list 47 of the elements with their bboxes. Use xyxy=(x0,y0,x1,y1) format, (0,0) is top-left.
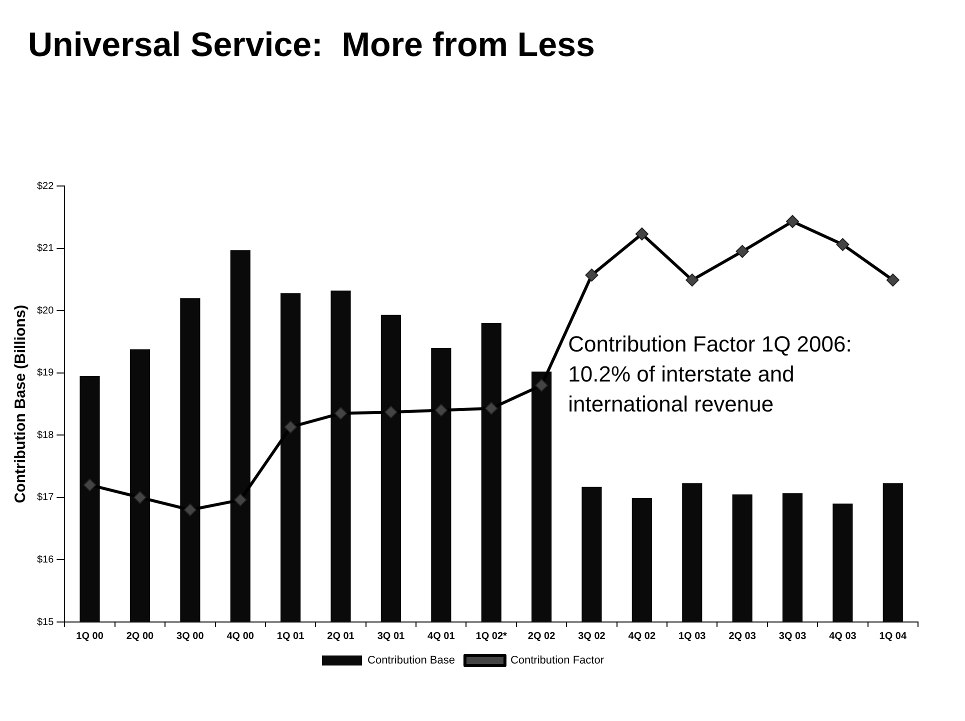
x-tick-label: 1Q 04 xyxy=(879,630,907,642)
point xyxy=(133,490,146,504)
point xyxy=(886,274,900,287)
x-tick-label: 4Q 01 xyxy=(428,630,456,642)
point xyxy=(384,406,398,419)
point xyxy=(184,503,197,516)
x-tick-label: 2Q 02 xyxy=(528,630,556,642)
x-tick-label: 1Q 02* xyxy=(476,630,508,642)
x-tick-label: 4Q 00 xyxy=(226,630,254,642)
point xyxy=(334,406,348,420)
point xyxy=(434,404,448,417)
point xyxy=(234,493,247,506)
y-tick-label: $19 xyxy=(36,368,54,379)
point xyxy=(786,215,800,228)
y-tick-label: $21 xyxy=(36,243,54,254)
point xyxy=(736,244,749,258)
x-tick-label: 1Q 01 xyxy=(276,630,305,642)
x-tick-label: 3Q 03 xyxy=(778,630,807,642)
legend-label: Contribution Base xyxy=(368,654,455,667)
point xyxy=(585,268,598,282)
y-tick-label: $17 xyxy=(36,492,54,504)
legend-label: Contribution Factor xyxy=(510,654,604,667)
annotation: Contribution Factor 1Q 2006: 10.2% of interstate and international revenue xyxy=(568,332,852,417)
x-tick-label: 3Q 00 xyxy=(176,630,204,642)
y-tick-label: $16 xyxy=(36,554,54,566)
x-tick-label: 2Q 01 xyxy=(327,630,355,642)
point xyxy=(535,378,548,392)
x-tick-label: 2Q 00 xyxy=(126,630,154,642)
y-tick-label: $15 xyxy=(36,616,54,628)
point xyxy=(686,274,699,287)
point xyxy=(635,227,648,240)
point xyxy=(484,402,498,415)
point xyxy=(83,478,96,492)
y-tick-label: $22 xyxy=(36,180,54,192)
chart-title: Universal Service: More from Less xyxy=(27,25,596,66)
y-axis-title: Contribution Base (Billions) xyxy=(12,304,30,504)
x-tick-label: 2Q 03 xyxy=(728,630,756,642)
y-tick-label: $18 xyxy=(36,430,54,441)
x-tick-label: 4Q 03 xyxy=(829,630,857,642)
x-tick-label: 3Q 02 xyxy=(578,630,606,642)
point xyxy=(284,420,298,434)
x-tick-label: 1Q 00 xyxy=(76,630,104,642)
point xyxy=(836,238,850,252)
y-tick-label: $20 xyxy=(36,305,54,316)
x-tick-label: 4Q 02 xyxy=(628,630,656,642)
x-tick-label: 1Q 03 xyxy=(678,630,706,642)
x-tick-label: 3Q 01 xyxy=(377,630,406,642)
